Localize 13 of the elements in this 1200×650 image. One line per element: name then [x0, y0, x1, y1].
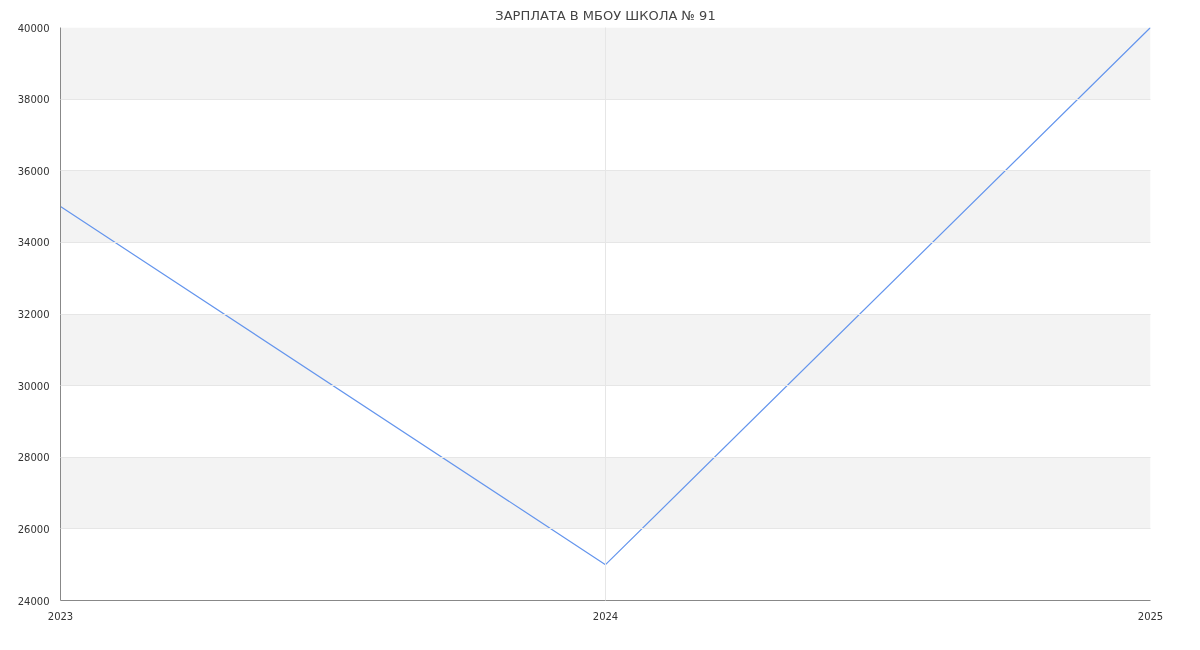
y-tick-label: 24000 [17, 595, 50, 607]
y-tick-label: 32000 [17, 309, 50, 320]
x-tick-label: 2025 [1137, 610, 1164, 622]
y-tick-label: 30000 [17, 380, 50, 392]
y-tick-label: 34000 [17, 237, 50, 249]
y-tick-label: 26000 [17, 523, 50, 535]
y-tick-label: 36000 [17, 165, 50, 177]
y-tick-label: 40000 [17, 22, 50, 34]
y-tick-label: 38000 [17, 94, 50, 106]
x-tick-label: 2024 [592, 610, 619, 622]
chart-title: ЗАРПЛАТА В МБОУ ШКОЛА № 91 [495, 7, 716, 23]
y-tick-label: 28000 [17, 452, 50, 464]
x-tick-label: 2023 [47, 610, 74, 622]
